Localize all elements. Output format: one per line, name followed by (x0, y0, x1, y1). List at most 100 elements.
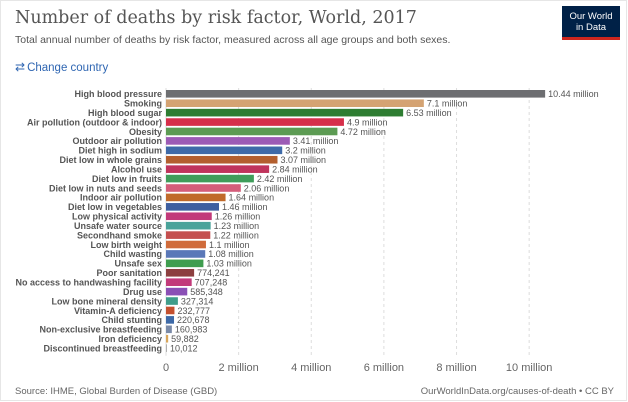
category-label: Diet low in nuts and seeds (49, 183, 162, 193)
bar (166, 118, 344, 126)
category-label: Diet high in sodium (79, 146, 163, 156)
bar (166, 212, 212, 221)
category-label: Child stunting (102, 315, 163, 325)
value-label: 1.26 million (215, 212, 261, 222)
category-label: Air pollution (outdoor & indoor) (27, 117, 162, 127)
x-tick-label: 4 million (291, 362, 331, 374)
bar (166, 165, 270, 173)
category-label: Secondhand smoke (77, 230, 162, 240)
bar (166, 334, 169, 343)
value-label: 1.1 million (209, 240, 250, 250)
bar (166, 127, 338, 136)
category-label: High blood pressure (74, 89, 162, 99)
value-label: 1.23 million (214, 221, 260, 231)
bar (166, 221, 211, 230)
category-label: Low bone mineral density (51, 296, 162, 306)
category-label: Low birth weight (91, 240, 163, 250)
category-label: Diet low in vegetables (68, 202, 162, 212)
category-label: Unsafe sex (114, 259, 162, 269)
value-label: 160,983 (175, 325, 208, 335)
bar (166, 268, 195, 277)
value-label: 1.22 million (213, 230, 259, 240)
value-label: 1.64 million (229, 193, 275, 203)
x-tick-label: 10 million (506, 362, 552, 374)
chart-title: Number of deaths by risk factor, World, … (15, 8, 417, 28)
value-label: 220,678 (177, 315, 210, 325)
value-label: 3.2 million (285, 146, 326, 156)
value-label: 1.08 million (208, 249, 254, 259)
bar (166, 278, 192, 286)
category-label: Diet low in whole grains (59, 155, 162, 165)
bar (166, 306, 175, 315)
change-country-button[interactable]: ⇄ Change country (15, 60, 108, 74)
value-label: 10,012 (170, 343, 198, 353)
value-label: 2.84 million (272, 164, 318, 174)
value-label: 6.53 million (406, 108, 452, 118)
category-label: Low physical activity (72, 212, 162, 222)
category-label: Indoor air pollution (80, 193, 162, 203)
category-label: Diet low in fruits (92, 174, 162, 184)
category-label: Poor sanitation (96, 268, 162, 278)
category-label: Smoking (124, 99, 162, 109)
category-label: Obesity (129, 127, 162, 137)
value-label: 7.1 million (427, 99, 468, 109)
bar (166, 146, 283, 155)
logo-line-1: Our World (569, 11, 613, 22)
logo-line-2: in Data (575, 22, 607, 33)
x-tick-label: 2 million (218, 362, 258, 374)
category-label: Non-exclusive breastfeeding (39, 325, 162, 335)
bar (166, 193, 226, 202)
bar (166, 316, 175, 324)
value-label: 4.72 million (340, 127, 386, 137)
value-label: 1.03 million (206, 259, 252, 269)
value-label: 4.9 million (347, 117, 388, 127)
category-label: Vitamin-A deficiency (74, 306, 162, 316)
owid-logo[interactable]: Our World in Data (562, 6, 620, 40)
bar (166, 344, 167, 352)
source-note[interactable]: Source: IHME, Global Burden of Disease (… (15, 386, 218, 397)
swap-arrows-icon: ⇄ (15, 60, 26, 74)
bar (166, 297, 178, 305)
bar (166, 184, 241, 192)
bar (166, 155, 278, 164)
category-label: Outdoor air pollution (73, 136, 163, 146)
value-label: 2.06 million (244, 183, 290, 193)
category-label: Unsafe water source (74, 221, 162, 231)
value-label: 774,241 (197, 268, 230, 278)
category-label: No access to handwashing facility (15, 278, 162, 288)
license-link[interactable]: OurWorldInData.org/causes-of-death • CC … (420, 386, 614, 397)
value-label: 2.42 million (257, 174, 303, 184)
bar (166, 174, 254, 183)
category-label: Alcohol use (111, 164, 162, 174)
value-label: 3.41 million (293, 136, 339, 146)
value-label: 585,348 (190, 287, 223, 297)
value-label: 1.46 million (222, 202, 268, 212)
x-tick-label: 6 million (364, 362, 404, 374)
value-label: 3.07 million (280, 155, 326, 165)
bar (166, 90, 546, 98)
category-label: Child wasting (104, 249, 163, 259)
chart-subtitle: Total annual number of deaths by risk fa… (15, 34, 451, 46)
value-label: 232,777 (177, 306, 210, 316)
category-label: High blood sugar (88, 108, 162, 118)
bar (166, 240, 206, 249)
x-tick-label: 8 million (436, 362, 476, 374)
category-label: Drug use (123, 287, 162, 297)
bar (166, 203, 220, 211)
bar (166, 137, 290, 145)
category-label: Discontinued breastfeeding (43, 343, 162, 353)
value-label: 10.44 million (548, 89, 599, 99)
bar (166, 108, 404, 117)
bar (166, 250, 206, 258)
value-label: 327,314 (181, 296, 214, 306)
bar (166, 259, 204, 268)
category-label: Iron deficiency (98, 334, 162, 344)
value-label: 707,248 (195, 278, 228, 288)
value-label: 59,882 (171, 334, 199, 344)
bar (166, 231, 211, 239)
bar-chart: 0 2 million 4 million 6 million 8 million 10 … (15, 88, 599, 374)
change-country-label: Change country (27, 62, 109, 74)
bar (166, 99, 424, 108)
x-tick-label: 0 (163, 362, 169, 374)
bar (166, 325, 172, 334)
